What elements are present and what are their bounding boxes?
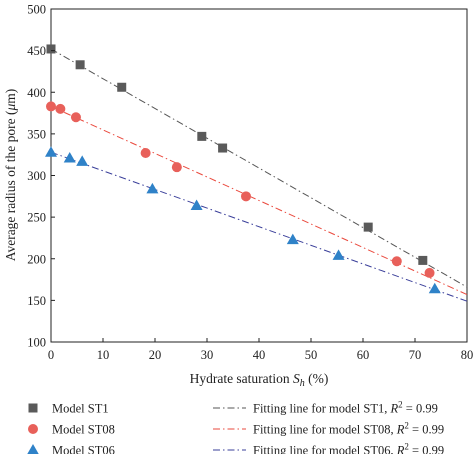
data-point-series-2: [63, 152, 76, 163]
x-tick-label: 80: [461, 348, 474, 362]
data-point-series-0: [75, 60, 85, 70]
fit-line-series-1: [50, 105, 468, 296]
data-point-series-2: [286, 233, 299, 245]
data-point-series-1: [391, 256, 402, 267]
y-tick-label: 450: [27, 44, 46, 58]
y-axis-title: Average radius of the pore (μm): [3, 89, 18, 262]
x-tick-label: 30: [201, 348, 214, 362]
data-point-series-0: [418, 255, 428, 265]
x-tick-label: 20: [149, 348, 162, 362]
x-tick-label: 10: [97, 348, 110, 362]
data-point-series-1: [46, 101, 56, 112]
data-point-series-0: [218, 143, 228, 153]
y-tick-label: 250: [27, 211, 46, 225]
data-point-series-0: [197, 131, 207, 141]
data-point-series-1: [140, 148, 151, 159]
legend-label-series-0: Model ST1: [52, 402, 109, 416]
x-axis-ticks: 0 10 20 30 40 50 60 70 80: [48, 338, 473, 362]
legend-marker-series-2: [27, 444, 39, 454]
x-tick-label: 40: [253, 348, 266, 362]
y-tick-label: 300: [27, 169, 46, 183]
data-point-series-0: [117, 82, 127, 92]
fit-lines: [50, 48, 468, 302]
data-point-series-2: [45, 146, 57, 157]
y-axis-ticks: 100 150 200 250 300 350 400 450 500: [27, 3, 55, 350]
x-tick-label: 0: [48, 348, 54, 362]
legend-marker-series-1: [28, 424, 38, 434]
data-point-series-1: [70, 112, 81, 123]
data-point-series-1: [171, 162, 182, 173]
legend: Model ST1 Fitting line for model ST1, R2 …: [27, 400, 444, 454]
data-point-series-2: [428, 282, 441, 294]
y-tick-label: 200: [27, 252, 46, 266]
data-point-series-0: [363, 222, 373, 232]
legend-label-series-2: Model ST06: [52, 444, 115, 454]
legend-fit-label-series-2: Fitting line for model ST06, R2 = 0.99: [253, 442, 444, 454]
y-tick-label: 350: [27, 127, 46, 141]
fit-line-series-2: [50, 151, 468, 302]
data-point-series-1: [424, 267, 435, 278]
legend-label-series-1: Model ST08: [52, 423, 115, 437]
data-point-series-2: [332, 249, 345, 260]
legend-fit-label-series-0: Fitting line for model ST1, R2 = 0.99: [253, 400, 438, 416]
fit-line-series-0: [50, 48, 468, 288]
y-tick-label: 500: [27, 3, 46, 17]
legend-fit-label-series-1: Fitting line for model ST08, R2 = 0.99: [253, 421, 444, 437]
x-tick-label: 60: [357, 348, 370, 362]
legend-marker-series-0: [28, 403, 38, 413]
data-point-series-2: [190, 199, 203, 210]
x-axis-title: Hydrate saturation Sh (%): [190, 371, 329, 389]
data-point-series-2: [76, 155, 89, 166]
data-point-series-1: [241, 191, 251, 202]
data-point-series-0: [46, 44, 56, 54]
y-tick-label: 150: [27, 294, 46, 308]
plot-frame: [50, 8, 468, 343]
y-tick-label: 400: [27, 86, 46, 100]
x-tick-label: 70: [409, 348, 422, 362]
data-points: [45, 44, 441, 294]
y-tick-label: 100: [27, 336, 46, 350]
data-point-series-1: [55, 103, 66, 114]
x-tick-label: 50: [305, 348, 318, 362]
data-point-series-2: [146, 182, 159, 194]
